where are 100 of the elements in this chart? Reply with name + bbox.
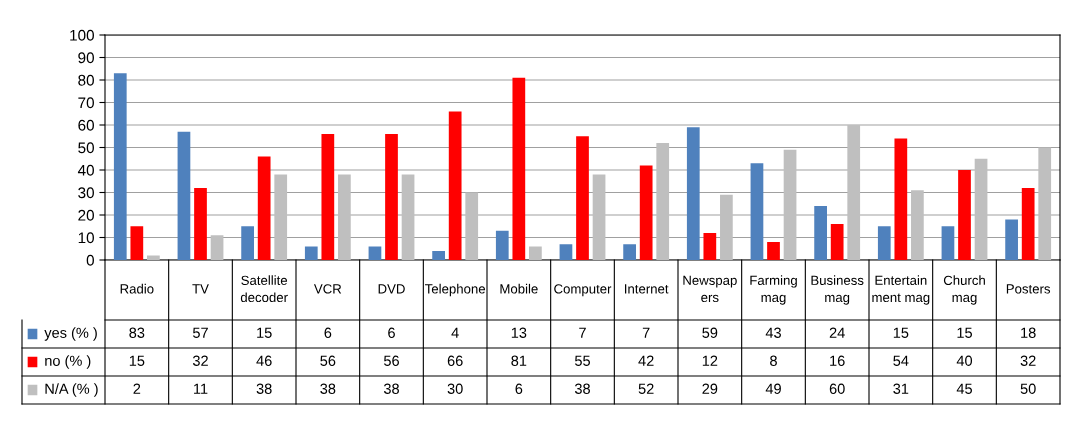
- data-label: 59: [702, 327, 718, 338]
- data-label: 4: [451, 327, 459, 338]
- data-label: 7: [579, 327, 586, 338]
- data-label: 54: [893, 355, 909, 366]
- x-tick-label: Newspapers: [683, 275, 737, 303]
- data-label: 24: [829, 327, 845, 338]
- data-label: 38: [256, 383, 272, 394]
- bar: [321, 134, 335, 260]
- y-tick-label: 90: [78, 52, 94, 64]
- x-tick-label: Radio: [120, 283, 154, 294]
- bar: [113, 73, 127, 260]
- data-label: 38: [320, 383, 336, 394]
- bar: [385, 134, 398, 260]
- data-label: 31: [893, 383, 909, 394]
- bar: [241, 226, 254, 260]
- bar: [958, 170, 971, 260]
- bar: [974, 158, 988, 260]
- data-label: 83: [129, 327, 145, 338]
- bar: [559, 244, 573, 260]
- data-label: 15: [129, 355, 145, 366]
- data-label: 32: [1020, 355, 1036, 366]
- data-label: 11: [194, 383, 208, 394]
- bar: [1005, 219, 1018, 260]
- x-tick-label: Entertainment mag: [872, 275, 930, 305]
- bar: [465, 192, 479, 260]
- bar: [639, 165, 653, 260]
- bar: [401, 174, 415, 260]
- y-tick-label: 10: [78, 232, 94, 244]
- bar: [592, 174, 606, 260]
- data-label: 8: [770, 355, 777, 366]
- data-label: 56: [320, 355, 336, 366]
- x-tick-label: Mobile: [500, 283, 538, 294]
- data-label: 66: [447, 355, 463, 366]
- bar: [257, 156, 271, 260]
- x-tick-label: Computer: [554, 284, 612, 297]
- data-label: 81: [511, 355, 527, 366]
- data-label: 2: [133, 383, 141, 394]
- y-tick-label: 70: [78, 97, 94, 109]
- y-tick-label: 30: [78, 187, 94, 199]
- bar: [783, 149, 797, 260]
- data-label: 45: [956, 383, 972, 394]
- x-tick-label: Farming mag: [750, 275, 797, 305]
- data-label: 15: [957, 327, 972, 338]
- x-tick-label: Telephone: [425, 283, 486, 297]
- data-label: 15: [893, 327, 909, 338]
- data-label: 40: [956, 355, 973, 366]
- y-tick-label: 80: [78, 74, 94, 86]
- data-label: 60: [829, 383, 845, 394]
- x-tick-label: Satellite decoder: [240, 275, 288, 303]
- bar: [894, 138, 908, 260]
- data-label: 38: [574, 383, 590, 394]
- bar: [767, 242, 780, 260]
- x-tick-label: Internet: [625, 284, 669, 294]
- y-tick-label: 40: [77, 164, 94, 176]
- bar: [147, 255, 160, 260]
- data-label: 55: [574, 355, 590, 366]
- data-label: 50: [1020, 383, 1036, 394]
- data-label: 7: [642, 327, 650, 338]
- legend-label: yes (% ): [44, 327, 97, 341]
- data-label: 29: [702, 383, 718, 394]
- data-label: 6: [388, 327, 395, 338]
- bar: [750, 163, 764, 260]
- bar: [703, 233, 717, 260]
- legend-label: no (% ): [45, 355, 91, 369]
- data-label: 13: [511, 327, 527, 338]
- y-tick-label: 60: [78, 119, 94, 131]
- y-tick-label: 50: [78, 142, 94, 154]
- data-label: 12: [702, 355, 718, 366]
- bar: [210, 235, 224, 260]
- x-tick-label: Church mag: [943, 275, 985, 305]
- data-label: 46: [256, 355, 272, 366]
- bar: [623, 244, 636, 260]
- y-tick-label: 0: [86, 254, 94, 266]
- x-tick-label: Business mag: [811, 275, 864, 305]
- data-label: 6: [515, 383, 523, 394]
- bar: [512, 77, 526, 260]
- data-label: 32: [192, 355, 208, 366]
- bar: [495, 230, 509, 260]
- bar: [814, 206, 827, 260]
- bar: [177, 131, 191, 260]
- bar: [368, 246, 382, 260]
- bar: [304, 246, 318, 260]
- data-label: 57: [192, 327, 208, 338]
- data-label: 18: [1021, 327, 1036, 338]
- bar: [877, 226, 891, 260]
- data-label: 38: [383, 383, 399, 394]
- bar: [529, 246, 542, 260]
- bar: [448, 111, 462, 260]
- bar: [656, 143, 670, 260]
- bar: [338, 174, 351, 260]
- data-label: 56: [383, 355, 399, 366]
- data-label: 16: [830, 355, 845, 366]
- bar: [847, 125, 861, 260]
- data-label: 15: [257, 327, 272, 338]
- data-label: 6: [324, 327, 332, 338]
- bar: [1038, 147, 1052, 260]
- bar: [194, 188, 207, 260]
- y-tick-label: 100: [70, 29, 94, 41]
- bar: [576, 136, 589, 260]
- bar: [130, 226, 144, 260]
